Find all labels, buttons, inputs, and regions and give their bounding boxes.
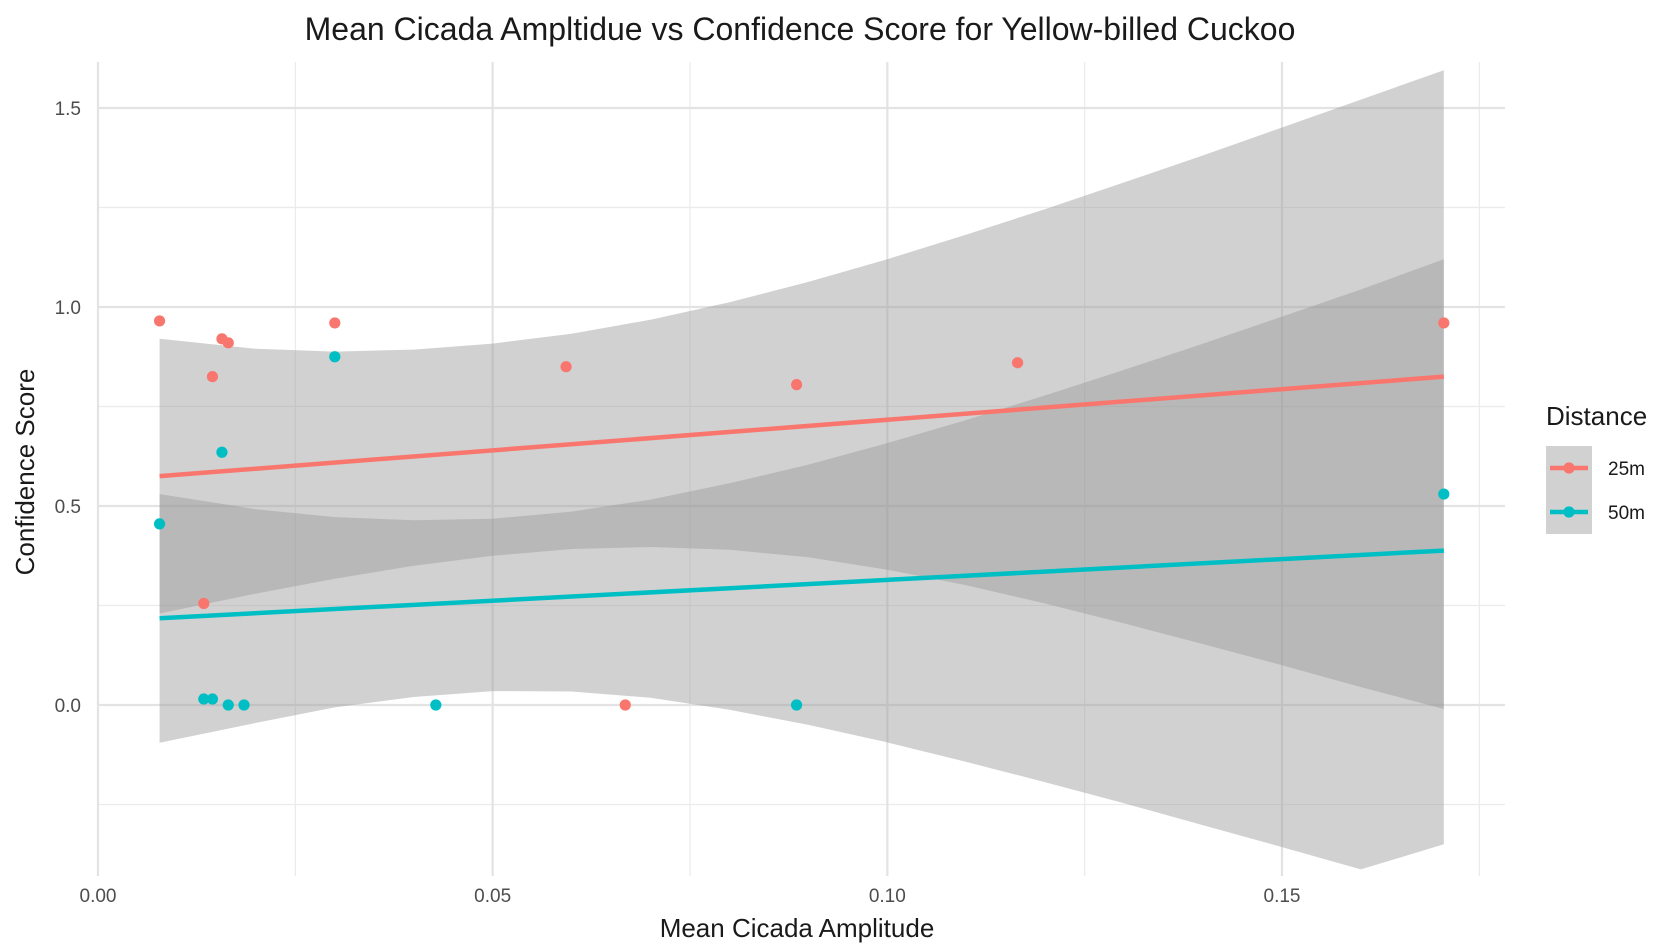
data-points	[153, 315, 1450, 711]
fit-line-25m	[159, 374, 1444, 479]
ci-ribbon-25m	[159, 70, 1444, 709]
y-tick-label: 1.5	[55, 99, 81, 120]
y-tick-label: 0.0	[55, 696, 81, 717]
data-point-25m	[329, 317, 341, 329]
legend: Distance 25m 50m	[1546, 401, 1647, 534]
data-point-25m	[560, 361, 572, 373]
legend-title: Distance	[1546, 401, 1647, 431]
fit-line-50m	[159, 548, 1444, 621]
x-axis-title: Mean Cicada Amplitude	[660, 913, 935, 943]
data-point-50m	[790, 699, 803, 711]
data-point-25m	[222, 337, 234, 349]
x-tick-label: 0.00	[80, 886, 117, 907]
data-point-50m	[198, 693, 210, 705]
data-point-25m	[206, 371, 219, 383]
data-point-50m	[430, 699, 442, 711]
data-point-25m	[1438, 317, 1450, 329]
legend-point-25m	[1563, 462, 1575, 474]
data-point-25m	[153, 315, 166, 327]
x-tick-label: 0.15	[1264, 886, 1301, 907]
legend-label-50m: 50m	[1608, 503, 1645, 524]
y-axis-title: Confidence Score	[10, 369, 40, 576]
fit-lines	[159, 374, 1444, 621]
chart-title: Mean Cicada Ampltidue vs Confidence Scor…	[305, 11, 1296, 47]
data-point-25m	[790, 379, 803, 391]
data-point-50m	[329, 351, 341, 363]
data-point-50m	[238, 699, 250, 711]
confidence-ribbons	[159, 70, 1444, 870]
data-point-50m	[206, 693, 219, 705]
tick-labels: 0.00 0.05 0.10 0.15 0.0 0.5 1.0 1.5	[55, 99, 1301, 907]
y-tick-label: 1.0	[55, 298, 81, 319]
ci-ribbon-50m	[159, 259, 1444, 870]
data-point-50m	[222, 699, 234, 711]
legend-point-50m	[1563, 506, 1575, 518]
y-tick-label: 0.5	[55, 497, 81, 518]
data-point-25m	[198, 597, 210, 610]
data-point-50m	[216, 446, 228, 458]
x-tick-label: 0.10	[869, 886, 906, 907]
legend-label-25m: 25m	[1608, 459, 1645, 480]
data-point-25m	[1011, 357, 1024, 369]
x-tick-label: 0.05	[474, 886, 511, 907]
data-point-25m	[619, 699, 631, 711]
data-point-50m	[1438, 488, 1450, 500]
data-point-50m	[153, 518, 166, 530]
legend-items: 25m 50m	[1546, 446, 1645, 534]
